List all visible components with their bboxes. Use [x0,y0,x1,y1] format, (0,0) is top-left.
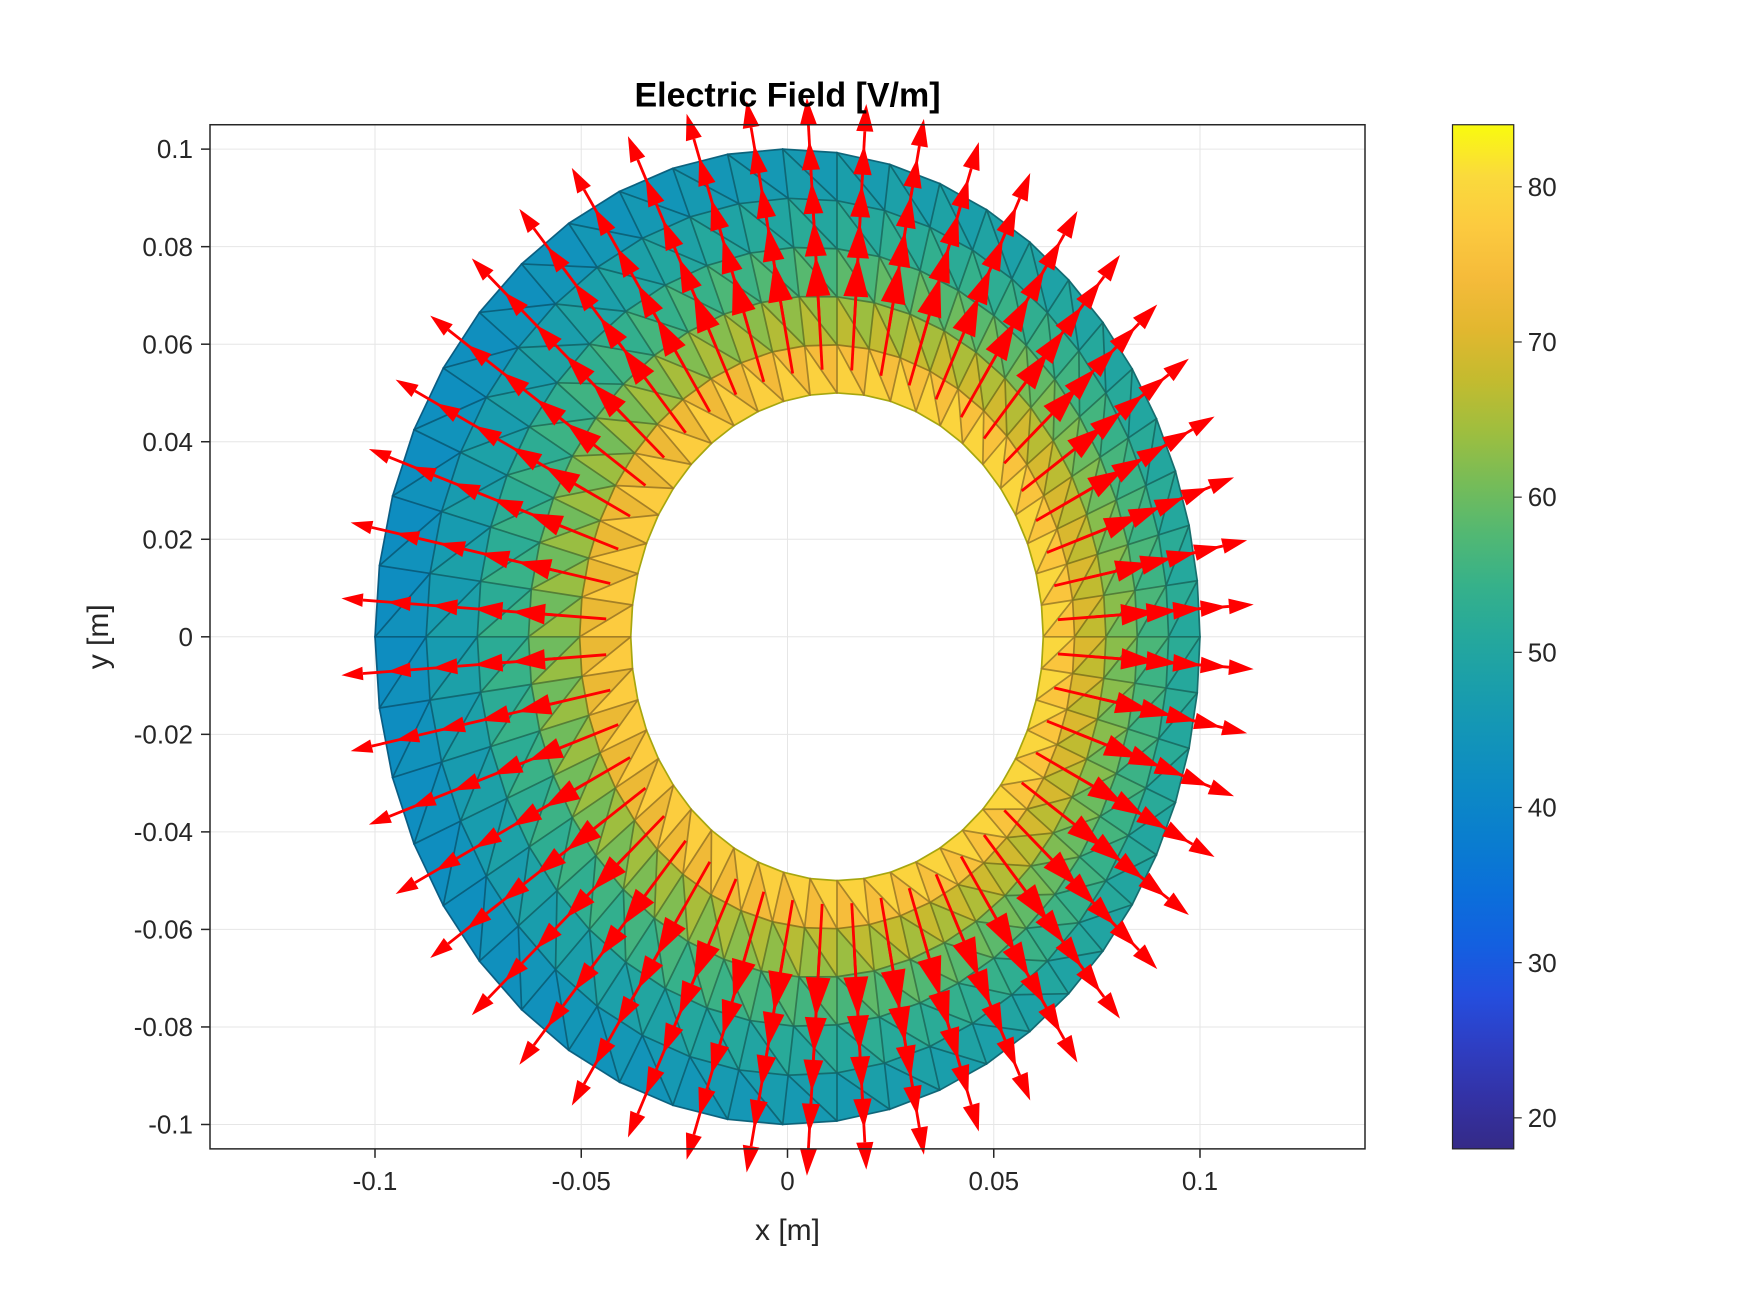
ytick-label: -0.08 [134,1012,193,1042]
chart-title: Electric Field [V/m] [634,77,940,115]
ytick-label: 0.06 [142,329,193,359]
colorbar [1453,125,1514,1149]
ylabel: y [m] [82,604,115,669]
colorbar-tick-label: 30 [1528,948,1557,978]
ytick-label: 0.02 [142,524,193,554]
ytick-label: 0 [179,622,193,652]
colorbar-tick-label: 80 [1528,172,1557,202]
figure: -0.1 -0.05 0 0.05 0.1 -0.1 -0.08 -0.06 -0.04 -0.0… [0,0,1750,1313]
colorbar-tick-label: 70 [1528,327,1557,357]
colorbar-tick-label: 60 [1528,482,1557,512]
colorbar-tick-label: 40 [1528,793,1557,823]
ytick-label: 0.04 [142,427,193,457]
colorbar-tick-label: 20 [1528,1103,1557,1133]
xlabel: x [m] [755,1214,820,1247]
ytick-label: 0.1 [157,134,193,164]
colorbar-tick-label: 50 [1528,637,1557,667]
ytick-label: -0.06 [134,915,193,945]
xtick-label: 0.1 [1182,1166,1218,1196]
ytick-label: 0.08 [142,232,193,262]
chart-svg: -0.1 -0.05 0 0.05 0.1 -0.1 -0.08 -0.06 -0.04 -0.0… [0,0,1750,1313]
ytick-label: -0.04 [134,817,193,847]
xtick-label: -0.1 [353,1166,398,1196]
xtick-label: 0.05 [968,1166,1019,1196]
xtick-label: 0 [780,1166,794,1196]
ytick-label: -0.02 [134,719,193,749]
xtick-label: -0.05 [552,1166,611,1196]
ytick-label: -0.1 [148,1110,193,1140]
